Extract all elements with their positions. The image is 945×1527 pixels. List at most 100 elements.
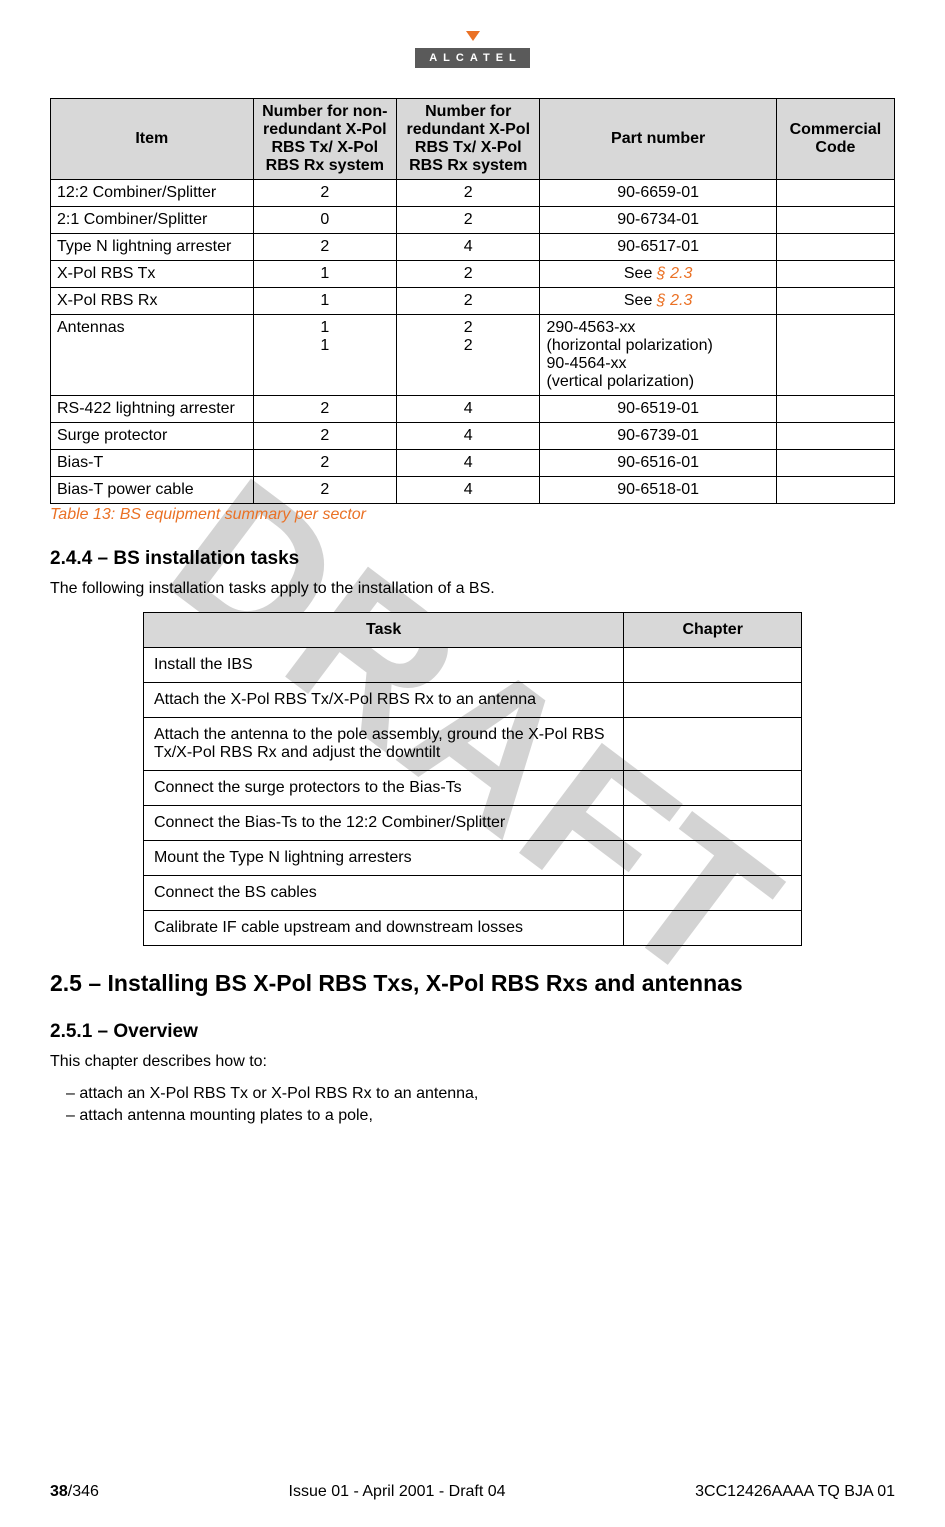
cell-item: Surge protector (51, 423, 254, 450)
cell-chapter (624, 771, 802, 806)
cell-code (776, 450, 894, 477)
cell-partnumber: 90-6519-01 (540, 396, 776, 423)
table-row: 2:1 Combiner/Splitter0290-6734-01 (51, 207, 895, 234)
cell-red: 2 (397, 261, 540, 288)
cell-red: 4 (397, 234, 540, 261)
intro-2-5-1: This chapter describes how to: (50, 1053, 895, 1071)
cell-code (776, 207, 894, 234)
cell-chapter (624, 876, 802, 911)
table-row: Mount the Type N lightning arresters (143, 841, 801, 876)
cell-code (776, 477, 894, 504)
th-nonred: Number for non-redundant X-Pol RBS Tx/ X… (253, 99, 396, 180)
cell-partnumber: 90-6516-01 (540, 450, 776, 477)
cell-red: 2 (397, 180, 540, 207)
th-part: Part number (540, 99, 776, 180)
cell-code (776, 396, 894, 423)
cell-partnumber: 90-6734-01 (540, 207, 776, 234)
cell-chapter (624, 806, 802, 841)
logo-triangle-icon (466, 31, 480, 41)
th-red: Number for redundant X-Pol RBS Tx/ X-Pol… (397, 99, 540, 180)
page-current: 38 (50, 1483, 68, 1500)
cell-task: Mount the Type N lightning arresters (143, 841, 623, 876)
cell-red: 2 (397, 207, 540, 234)
table-caption: Table 13: BS equipment summary per secto… (50, 506, 895, 524)
cell-item: X-Pol RBS Tx (51, 261, 254, 288)
cell-nonred: 1 1 (253, 315, 396, 396)
cell-red: 2 2 (397, 315, 540, 396)
table-row: Connect the surge protectors to the Bias… (143, 771, 801, 806)
cell-nonred: 0 (253, 207, 396, 234)
th-code: Commercial Code (776, 99, 894, 180)
cell-partnumber: 90-6739-01 (540, 423, 776, 450)
cell-task: Attach the X-Pol RBS Tx/X-Pol RBS Rx to … (143, 683, 623, 718)
cell-nonred: 2 (253, 180, 396, 207)
cell-item: Bias-T power cable (51, 477, 254, 504)
intro-2-4-4: The following installation tasks apply t… (50, 580, 895, 598)
cell-chapter (624, 648, 802, 683)
cell-item: X-Pol RBS Rx (51, 288, 254, 315)
brand-logo: ALCATEL (50, 30, 895, 68)
table-row: X-Pol RBS Tx12See § 2.3 (51, 261, 895, 288)
cell-chapter (624, 841, 802, 876)
page-footer: 38/346 Issue 01 - April 2001 - Draft 04 … (50, 1483, 895, 1501)
list-item: attach antenna mounting plates to a pole… (84, 1107, 895, 1125)
table-row: Calibrate IF cable upstream and downstre… (143, 911, 801, 946)
table-row: Antennas1 12 2290-4563-xx (horizontal po… (51, 315, 895, 396)
cell-nonred: 2 (253, 423, 396, 450)
equipment-table: Item Number for non-redundant X-Pol RBS … (50, 98, 895, 504)
cell-chapter (624, 683, 802, 718)
cell-item: Type N lightning arrester (51, 234, 254, 261)
page-total: /346 (68, 1483, 99, 1500)
table-row: Install the IBS (143, 648, 801, 683)
table-row: Type N lightning arrester2490-6517-01 (51, 234, 895, 261)
cell-task: Connect the Bias-Ts to the 12:2 Combiner… (143, 806, 623, 841)
cell-red: 4 (397, 396, 540, 423)
cell-item: 2:1 Combiner/Splitter (51, 207, 254, 234)
issue-info: Issue 01 - April 2001 - Draft 04 (289, 1483, 506, 1501)
cell-red: 4 (397, 450, 540, 477)
table-row: X-Pol RBS Rx12See § 2.3 (51, 288, 895, 315)
cell-task: Connect the surge protectors to the Bias… (143, 771, 623, 806)
cell-nonred: 2 (253, 477, 396, 504)
section-ref[interactable]: § 2.3 (657, 265, 693, 282)
cell-partnumber: See § 2.3 (540, 288, 776, 315)
table-row: Attach the X-Pol RBS Tx/X-Pol RBS Rx to … (143, 683, 801, 718)
table-row: Connect the Bias-Ts to the 12:2 Combiner… (143, 806, 801, 841)
cell-nonred: 2 (253, 396, 396, 423)
cell-partnumber: 90-6659-01 (540, 180, 776, 207)
logo-text: ALCATEL (415, 48, 530, 68)
cell-item: Bias-T (51, 450, 254, 477)
cell-red: 2 (397, 288, 540, 315)
cell-partnumber: 90-6517-01 (540, 234, 776, 261)
table-row: 12:2 Combiner/Splitter2290-6659-01 (51, 180, 895, 207)
cell-item: Antennas (51, 315, 254, 396)
cell-task: Attach the antenna to the pole assembly,… (143, 718, 623, 771)
cell-chapter (624, 911, 802, 946)
table-row: Bias-T power cable2490-6518-01 (51, 477, 895, 504)
cell-red: 4 (397, 477, 540, 504)
th-chapter: Chapter (624, 613, 802, 648)
section-ref[interactable]: § 2.3 (657, 292, 693, 309)
cell-code (776, 288, 894, 315)
table-row: Bias-T2490-6516-01 (51, 450, 895, 477)
heading-2-5: 2.5 – Installing BS X-Pol RBS Txs, X-Pol… (50, 970, 895, 997)
cell-partnumber: 290-4563-xx (horizontal polarization) 90… (540, 315, 776, 396)
cell-partnumber: See § 2.3 (540, 261, 776, 288)
cell-code (776, 180, 894, 207)
cell-item: RS-422 lightning arrester (51, 396, 254, 423)
table-row: RS-422 lightning arrester2490-6519-01 (51, 396, 895, 423)
cell-code (776, 423, 894, 450)
th-task: Task (143, 613, 623, 648)
heading-2-4-4: 2.4.4 – BS installation tasks (50, 548, 895, 570)
cell-task: Calibrate IF cable upstream and downstre… (143, 911, 623, 946)
cell-partnumber: 90-6518-01 (540, 477, 776, 504)
cell-nonred: 2 (253, 234, 396, 261)
cell-red: 4 (397, 423, 540, 450)
doc-id: 3CC12426AAAA TQ BJA 01 (695, 1483, 895, 1501)
cell-nonred: 1 (253, 288, 396, 315)
cell-task: Connect the BS cables (143, 876, 623, 911)
list-item: attach an X-Pol RBS Tx or X-Pol RBS Rx t… (84, 1085, 895, 1103)
overview-list: attach an X-Pol RBS Tx or X-Pol RBS Rx t… (50, 1085, 895, 1125)
cell-code (776, 315, 894, 396)
table-row: Surge protector2490-6739-01 (51, 423, 895, 450)
